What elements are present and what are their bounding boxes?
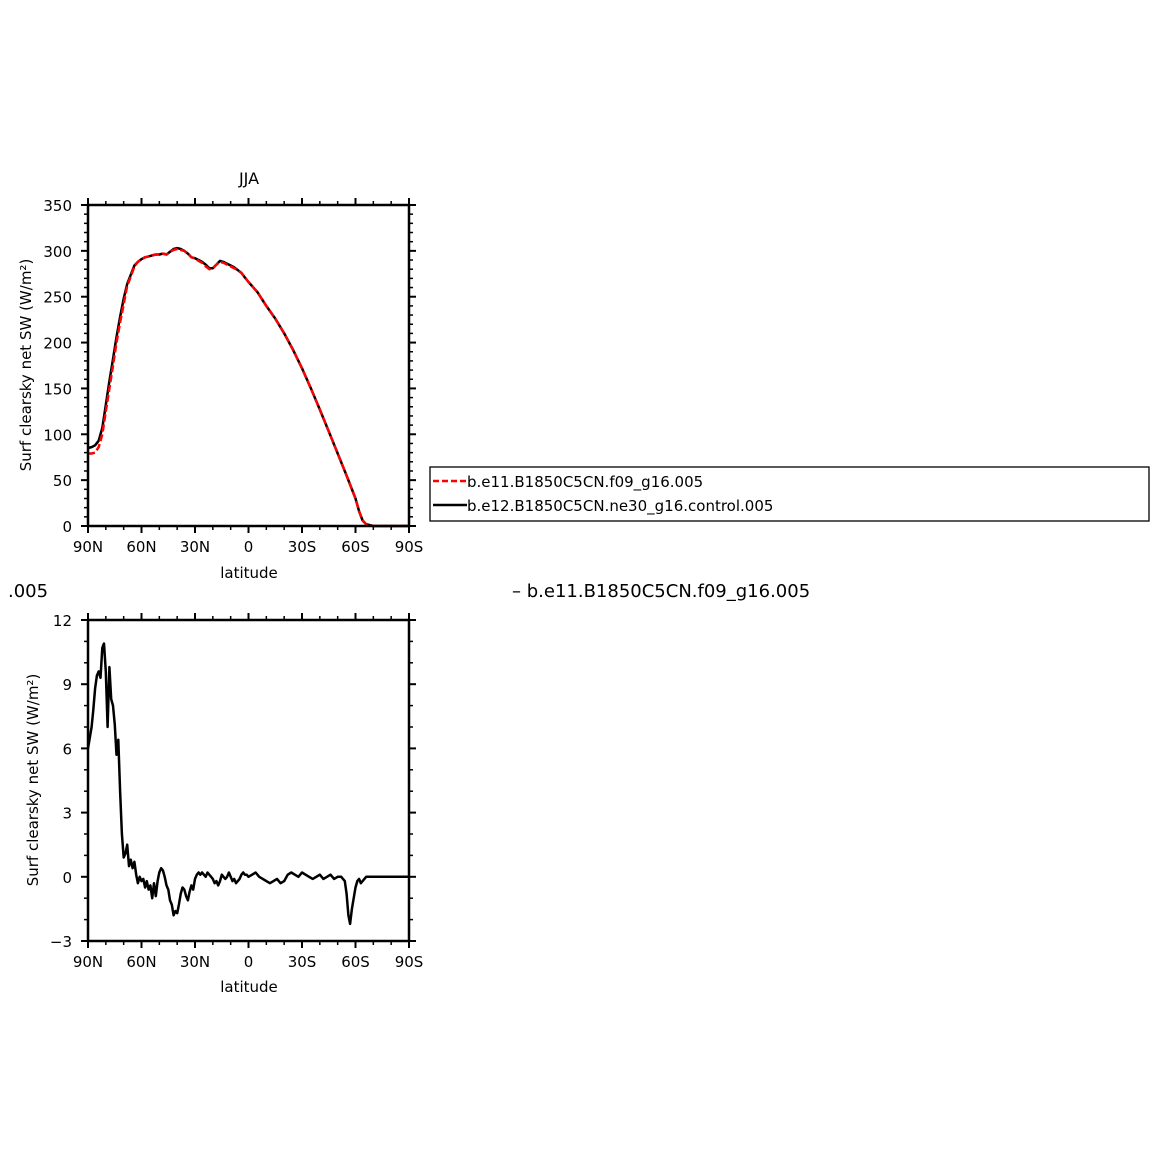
top-x-tick-label: 60S — [341, 538, 370, 556]
bottom-x-tick-label: 30S — [288, 953, 317, 971]
top-x-tick-label: 90N — [73, 538, 103, 556]
top-y-tick-label: 0 — [62, 518, 72, 536]
top-y-axis-label: Surf clearsky net SW (W/m²) — [17, 259, 35, 472]
clipped-title-fragment: .005 — [8, 581, 48, 602]
bottom-y-tick-label: 6 — [62, 740, 72, 758]
top-series-line-dashed — [88, 247, 409, 528]
bottom-chart-panel: 90N 60N 30N 0 30S 60S 90S −3 0 3 6 9 12 latitude Sur… — [24, 612, 423, 996]
bottom-plot-frame — [86, 618, 411, 943]
top-x-tick-label: 30N — [180, 538, 210, 556]
top-series-line-solid — [87, 246, 409, 528]
top-x-axis-label: latitude — [220, 564, 278, 582]
bottom-series-line-solid — [86, 642, 409, 926]
top-y-tick-label: 300 — [43, 243, 72, 261]
top-y-tick-label: 350 — [43, 197, 72, 215]
legend-box — [429, 466, 1150, 522]
bottom-x-tick-label: 60N — [126, 953, 156, 971]
bottom-y-tick-label: 3 — [62, 805, 72, 823]
bottom-x-tick-label: 30N — [180, 953, 210, 971]
top-x-tick-label: 0 — [244, 538, 254, 556]
legend: b.e11.B1850C5CN.f09_g16.005 b.e12.B1850C… — [429, 466, 1150, 522]
top-y-tick-label: 200 — [43, 335, 72, 353]
bottom-y-tick-label: 9 — [62, 676, 72, 694]
top-y-tick-label: 50 — [53, 472, 72, 490]
difference-label: – b.e11.B1850C5CN.f09_g16.005 — [512, 581, 810, 602]
top-y-tick-label: 150 — [43, 380, 72, 398]
bottom-x-tick-label: 90N — [73, 953, 103, 971]
bottom-x-tick-label: 0 — [244, 953, 254, 971]
bottom-y-axis-label: Surf clearsky net SW (W/m²) — [24, 674, 42, 887]
top-y-tick-label: 100 — [43, 426, 72, 444]
bottom-y-tick-label: 12 — [53, 612, 72, 630]
top-x-tick-label: 90S — [395, 538, 424, 556]
bottom-x-tick-label: 90S — [395, 953, 424, 971]
top-x-tick-label: 60N — [126, 538, 156, 556]
bottom-x-tick-label: 60S — [341, 953, 370, 971]
legend-entry-2: b.e12.B1850C5CN.ne30_g16.control.005 — [467, 497, 773, 516]
chart-title: JJA — [238, 169, 259, 188]
bottom-y-tick-label: 0 — [62, 869, 72, 887]
bottom-x-axis-label: latitude — [220, 978, 278, 996]
bottom-y-tick-label: −3 — [50, 933, 72, 951]
top-plot-frame — [86, 203, 411, 528]
top-chart-panel: JJA 90N 60N 30N 0 30S 60S 90S 0 50 100 150 200 250 30… — [17, 169, 423, 582]
top-y-tick-label: 250 — [43, 289, 72, 307]
top-x-tick-label: 30S — [288, 538, 317, 556]
legend-entry-1: b.e11.B1850C5CN.f09_g16.005 — [467, 473, 703, 492]
